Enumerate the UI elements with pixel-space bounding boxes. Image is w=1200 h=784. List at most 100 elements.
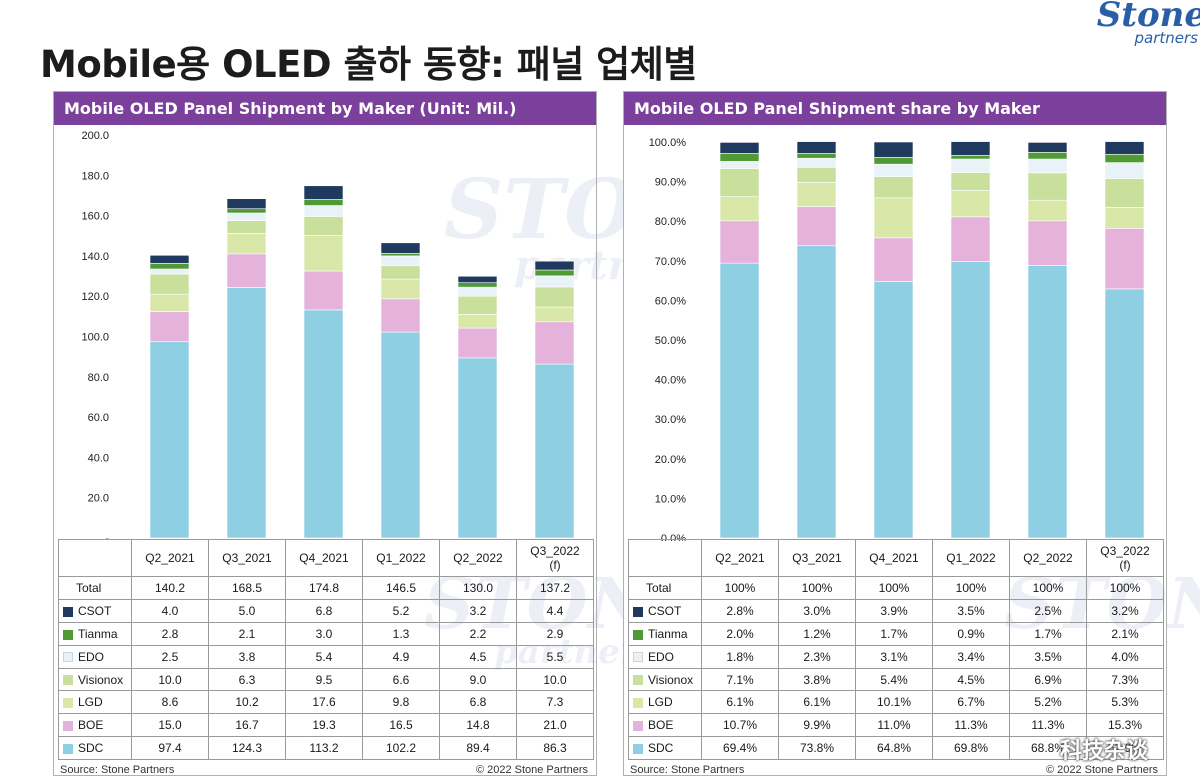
data-cell: 69.4% <box>701 736 779 761</box>
panel-title: Mobile OLED Panel Shipment share by Make… <box>624 92 1166 125</box>
data-cell: 16.7 <box>208 713 286 738</box>
legend-swatch <box>633 652 643 663</box>
bar-boe <box>873 237 914 282</box>
total-row: Total 100% 100% 100% 100% 100% 100% <box>628 576 1164 600</box>
bar-sdc <box>950 261 991 539</box>
data-cell: 86.3 <box>516 736 594 761</box>
bar-visionox <box>534 286 575 308</box>
bar-lgd <box>950 190 991 218</box>
data-cell: 3.5% <box>932 598 1010 623</box>
bar-sdc <box>149 341 190 539</box>
stone-partners-logo: Stone partners <box>1090 0 1200 46</box>
bar-boe <box>457 327 498 359</box>
table-row: EDO 2.5 3.8 5.4 4.9 4.5 5.5 <box>58 644 594 669</box>
data-cell: 11.3% <box>1009 713 1087 738</box>
data-cell: 2.5 <box>131 644 209 669</box>
table-row: CSOT 4.0 5.0 6.8 5.2 3.2 4.4 <box>58 598 594 623</box>
x-category-label: Q3_2021 <box>208 539 286 577</box>
y-tick-label: 10.0% <box>655 493 686 505</box>
data-cell: 14.8 <box>439 713 517 738</box>
bar-edo <box>1027 158 1068 174</box>
data-cell: 7.1% <box>701 667 779 692</box>
data-cell: 2.8% <box>701 598 779 623</box>
y-tick-label: 70.0% <box>655 256 686 268</box>
bar-boe <box>226 253 267 288</box>
bar-edo <box>1104 162 1145 179</box>
data-cell: 4.4 <box>516 598 594 623</box>
data-table: Q2_2021 Q3_2021 Q4_2021 Q1_2022 Q2_2022 Q3_20… <box>58 539 594 761</box>
bar-tianma <box>226 208 267 214</box>
data-cell: 2.2 <box>439 621 517 646</box>
data-cell: 2.9 <box>516 621 594 646</box>
bar-lgd <box>534 306 575 323</box>
data-cell: 9.5 <box>285 667 363 692</box>
data-cell: 3.8% <box>778 667 856 692</box>
bar-edo <box>380 255 421 267</box>
data-cell: 140.2 <box>131 576 209 600</box>
data-cell: 3.2% <box>1086 598 1164 623</box>
data-cell: 6.7% <box>932 690 1010 715</box>
data-cell: 15.0 <box>131 713 209 738</box>
bar-visionox <box>149 273 190 295</box>
data-cell: 5.4 <box>285 644 363 669</box>
bar-tianma <box>950 155 991 160</box>
legend-swatch <box>633 606 643 617</box>
data-cell: 5.0 <box>208 598 286 623</box>
logo-subtitle: partners <box>1134 29 1198 47</box>
y-tick-label: 120.0 <box>81 291 109 303</box>
source-note: Source: Stone Partners <box>60 764 175 776</box>
y-tick-label: 200.0 <box>81 130 109 142</box>
data-cell: 73.8% <box>778 736 856 761</box>
x-category-label: Q2_2022 <box>1009 539 1087 577</box>
data-cell: 2.1 <box>208 621 286 646</box>
legend-swatch <box>63 698 73 709</box>
table-row: LGD 6.1% 6.1% 10.1% 6.7% 5.2% 5.3% <box>628 690 1164 715</box>
bar-tianma <box>1104 153 1145 163</box>
data-cell: 7.3% <box>1086 667 1164 692</box>
data-cell: 100% <box>932 576 1010 600</box>
data-cell: 19.3 <box>285 713 363 738</box>
data-cell: 10.0 <box>131 667 209 692</box>
bar-csot <box>1104 141 1145 155</box>
table-row: CSOT 2.8% 3.0% 3.9% 3.5% 2.5% 3.2% <box>628 598 1164 623</box>
bar-lgd <box>796 182 837 207</box>
x-category-label: Q2_2021 <box>701 539 779 577</box>
y-tick-label: 60.0% <box>655 295 686 307</box>
data-cell: 3.4% <box>932 644 1010 669</box>
data-cell: 100% <box>1009 576 1087 600</box>
bar-tianma <box>796 153 837 159</box>
bar-visionox <box>950 172 991 191</box>
series-label: Visionox <box>58 667 132 692</box>
bar-lgd <box>226 233 267 255</box>
data-cell: 6.8 <box>439 690 517 715</box>
stacked-percent-bar-chart: 0.0% 10.0% 20.0% 30.0% 40.0% 50.0% 60.0% 70.0% 8… <box>649 137 1145 541</box>
y-tick-label: 50.0% <box>655 335 686 347</box>
data-cell: 6.3 <box>208 667 286 692</box>
series-label: Total <box>628 576 702 600</box>
table-row: BOE 15.0 16.7 19.3 16.5 14.8 21.0 <box>58 713 594 738</box>
x-category-label: Q1_2022 <box>932 539 1010 577</box>
data-cell: 10.2 <box>208 690 286 715</box>
y-tick-label: 100.0% <box>649 137 687 149</box>
legend-swatch <box>63 606 73 617</box>
y-tick-label: 100.0 <box>81 332 109 344</box>
header-corner <box>628 539 702 577</box>
data-cell: 16.5 <box>362 713 440 738</box>
y-tick-label: 90.0% <box>655 177 686 189</box>
bar-boe <box>1027 220 1068 266</box>
y-tick-label: 20.0 <box>88 493 109 505</box>
data-cell: 5.2% <box>1009 690 1087 715</box>
bar-sdc <box>719 262 760 539</box>
series-label: SDC <box>628 736 702 761</box>
data-cell: 10.1% <box>855 690 933 715</box>
data-cell: 9.9% <box>778 713 856 738</box>
legend-swatch <box>633 744 643 754</box>
series-label: CSOT <box>58 598 132 623</box>
data-cell: 10.7% <box>701 713 779 738</box>
bar-boe <box>796 206 837 247</box>
shipment-volume-panel: Mobile OLED Panel Shipment by Maker (Uni… <box>53 91 773 776</box>
bar-sdc <box>303 309 344 539</box>
bar-tianma <box>149 263 190 270</box>
data-cell: 174.8 <box>285 576 363 600</box>
table-row: LGD 8.6 10.2 17.6 9.8 6.8 7.3 <box>58 690 594 715</box>
